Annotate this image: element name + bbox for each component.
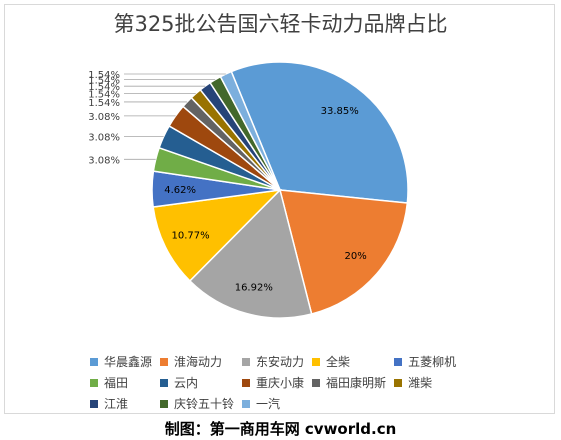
slice-label-5: 4.62% (164, 185, 196, 196)
legend-item-11: 江淮 (90, 395, 152, 412)
legend-swatch (242, 378, 251, 387)
legend-swatch (394, 378, 403, 387)
legend-item-5: 五菱柳机 (394, 353, 456, 370)
legend-item-6: 福田 (90, 374, 152, 391)
legend-label: 福田康明斯 (326, 376, 387, 390)
legend-item-2: 淮海动力 (160, 353, 234, 370)
slice-label-3: 16.92% (235, 282, 273, 293)
pie-slice-2 (279, 189, 409, 315)
legend-item-13: 一汽 (242, 395, 304, 412)
legend-label: 淮海动力 (174, 355, 223, 369)
slice-label-13: 1.54% (88, 70, 120, 81)
legend-label: 福田 (104, 376, 129, 390)
legend-swatch (160, 399, 169, 408)
legend-item-12: 庆铃五十铃 (160, 395, 234, 412)
legend-item-1: 华晨鑫源 (90, 353, 152, 370)
slice-label-2: 20% (344, 251, 366, 262)
pie-slice-3 (188, 188, 313, 319)
legend-label: 重庆小康 (256, 376, 305, 390)
slice-label-7: 3.08% (88, 133, 120, 144)
legend-swatch (160, 378, 169, 387)
slice-label-9: 1.54% (88, 98, 120, 109)
pie-chart: 33.85% 20% 16.92% 10.77% 4.62% 3.08% 3.08% 3.08… (88, 61, 409, 319)
legend-label: 全柴 (326, 355, 351, 369)
slice-label-6: 3.08% (88, 155, 120, 166)
slice-label-8: 3.08% (88, 112, 120, 123)
legend-label: 华晨鑫源 (104, 355, 153, 369)
chart-frame (4, 4, 555, 414)
legend-swatch (160, 357, 169, 366)
chart-title: 第325批公告国六轻卡动力品牌占比 (113, 12, 448, 36)
legend-swatch (242, 357, 251, 366)
legend-swatch (394, 357, 403, 366)
legend-label: 江淮 (104, 397, 129, 411)
legend-item-7: 云内 (160, 374, 234, 391)
legend-label: 潍柴 (408, 376, 433, 390)
legend-item-4: 全柴 (312, 353, 386, 370)
legend-item-9: 福田康明斯 (312, 374, 386, 391)
pie-slice-1 (230, 61, 409, 204)
slice-label-12: 1.54% (88, 76, 120, 87)
legend-swatch (90, 378, 98, 387)
legend-swatch (90, 357, 98, 366)
pie-slice-4 (152, 188, 283, 282)
slice-label-4: 10.77% (172, 230, 210, 241)
legend-label: 云内 (174, 376, 199, 390)
footer-credit: 制图：第一商用车网 cvworld.cn (164, 420, 397, 438)
legend-item-10: 潍柴 (394, 374, 456, 391)
legend-swatch (90, 399, 98, 408)
legend-label: 东安动力 (256, 355, 305, 369)
legend-swatch (312, 357, 321, 366)
legend-item-8: 重庆小康 (242, 374, 304, 391)
legend-label: 庆铃五十铃 (174, 397, 235, 411)
slice-label-1: 33.85% (321, 106, 359, 117)
legend: 华晨鑫源 淮海动力 东安动力 全柴 五菱柳机福田 云内 重庆小康 福田康明斯 潍柴江淮 庆铃五十铃… (90, 353, 530, 412)
legend-swatch (242, 399, 251, 408)
legend-label: 五菱柳机 (408, 355, 457, 369)
slice-label-11: 1.54% (88, 82, 120, 93)
legend-item-3: 东安动力 (242, 353, 304, 370)
legend-swatch (312, 378, 321, 387)
legend-label: 一汽 (256, 397, 281, 411)
slice-label-10: 1.54% (88, 90, 120, 101)
